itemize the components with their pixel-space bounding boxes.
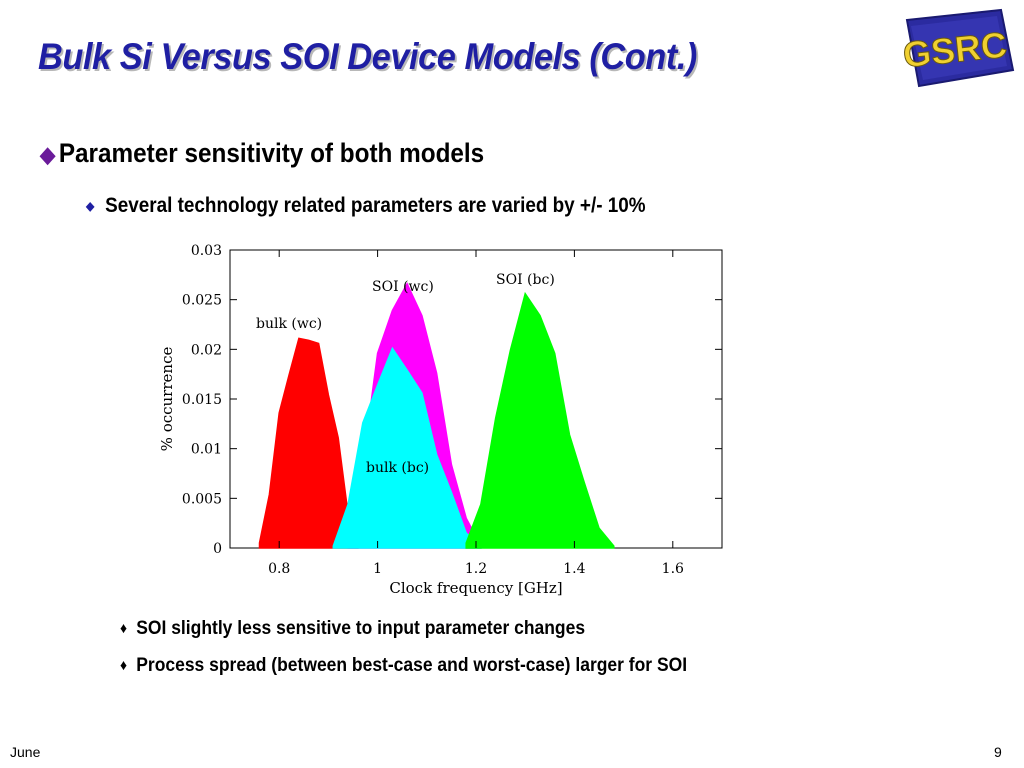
y-tick-label: 0.025 bbox=[182, 293, 222, 309]
x-tick-label: 1.6 bbox=[662, 561, 684, 577]
diamond-bullet-icon: ◆ bbox=[86, 199, 95, 213]
x-tick-label: 1.2 bbox=[465, 561, 487, 577]
sub-bullet: ◆ Several technology related parameters a… bbox=[86, 194, 646, 218]
frequency-distribution-chart: 0.8 1 1.2 1.4 1.6 0 0.005 0.01 0.015 0.02 0.025 0.0… bbox=[158, 243, 723, 597]
x-tick-label: 1 bbox=[373, 561, 382, 577]
series-label-soi-wc: SOI (wc) bbox=[372, 279, 434, 295]
finding-item: ♦ SOI slightly less sensitive to input pa… bbox=[120, 618, 585, 640]
x-tick-label: 1.4 bbox=[563, 561, 585, 577]
series-area-soi-bc bbox=[465, 291, 615, 549]
series-label-bulk-wc: bulk (wc) bbox=[256, 316, 322, 332]
page-number: 9 bbox=[994, 744, 1002, 760]
main-bullet: ◆ Parameter sensitivity of both models bbox=[40, 138, 484, 169]
ticks-layer: 0.8 1 1.2 1.4 1.6 0 0.005 0.01 0.015 0.02 0.025 0.0… bbox=[182, 243, 722, 577]
series-label-bulk-bc: bulk (bc) bbox=[366, 460, 429, 476]
finding-text: SOI slightly less sensitive to input par… bbox=[136, 618, 586, 639]
y-tick-label: 0.01 bbox=[191, 442, 222, 458]
diamond-bullet-icon: ◆ bbox=[40, 142, 56, 167]
main-bullet-text: Parameter sensitivity of both models bbox=[58, 138, 485, 168]
slide-title: Bulk Si Versus SOI Device Models (Cont.) bbox=[38, 36, 697, 77]
finding-text: Process spread (between best-case and wo… bbox=[136, 655, 688, 676]
y-tick-label: 0.005 bbox=[182, 491, 222, 507]
gsrc-logo: GSRC bbox=[901, 8, 1015, 88]
y-tick-label: 0 bbox=[213, 541, 222, 557]
finding-item: ♦ Process spread (between best-case and w… bbox=[120, 655, 687, 677]
footer-date: June bbox=[10, 744, 41, 760]
x-axis-label: Clock frequency [GHz] bbox=[389, 579, 562, 597]
x-tick-label: 0.8 bbox=[268, 561, 290, 577]
y-tick-label: 0.03 bbox=[191, 243, 222, 259]
y-axis-label: % occurrence bbox=[158, 347, 176, 452]
diamond-bullet-icon: ♦ bbox=[120, 620, 128, 637]
y-tick-label: 0.02 bbox=[191, 342, 222, 358]
sub-bullet-text: Several technology related parameters ar… bbox=[105, 194, 646, 217]
series-label-soi-bc: SOI (bc) bbox=[496, 272, 555, 288]
diamond-bullet-icon: ♦ bbox=[120, 657, 128, 674]
series-layer bbox=[258, 282, 615, 549]
y-tick-label: 0.015 bbox=[182, 392, 222, 408]
